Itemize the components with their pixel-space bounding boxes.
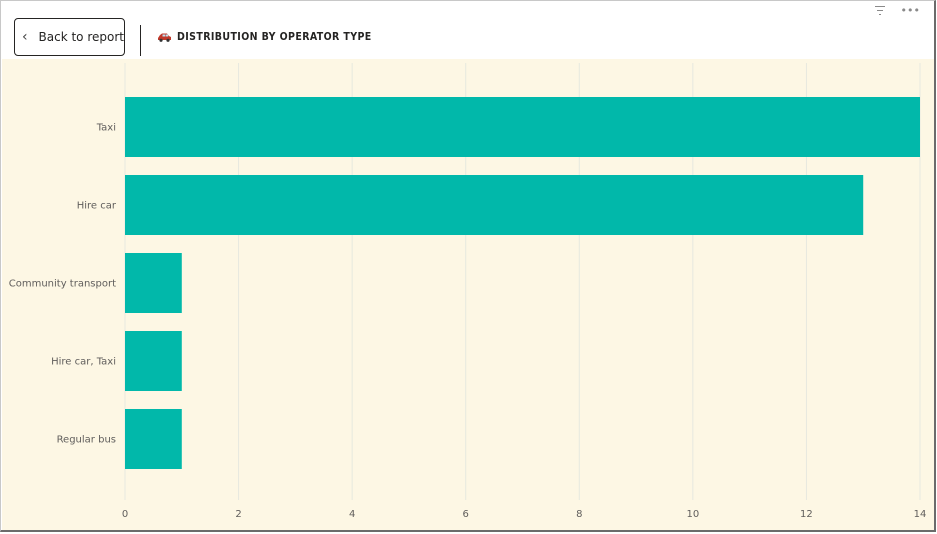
x-tick-label: 10 — [686, 509, 699, 520]
visual-header-icons: ••• — [874, 3, 920, 17]
category-label: Community transport — [9, 279, 116, 290]
x-tick-label: 8 — [576, 509, 582, 520]
bar[interactable] — [125, 97, 920, 157]
bar-chart: 0 2 4 6 8 10 12 14 Taxi Hire car Community transpo… — [9, 63, 927, 520]
filter-icon[interactable] — [874, 5, 885, 15]
more-options-icon[interactable]: ••• — [900, 3, 920, 17]
category-label: Hire car — [77, 201, 117, 212]
bar[interactable] — [125, 409, 182, 469]
category-label: Regular bus — [57, 435, 116, 446]
bar[interactable] — [125, 175, 864, 235]
x-tick-label: 12 — [800, 509, 813, 520]
chart-area: 0 2 4 6 8 10 12 14 Taxi Hire car Community transpo… — [2, 59, 934, 530]
bar[interactable] — [125, 331, 182, 391]
page-title-wrap: DISTRIBUTION BY OPERATOR TYPE — [157, 31, 372, 43]
x-tick-label: 0 — [122, 509, 128, 520]
category-label: Hire car, Taxi — [51, 357, 116, 368]
bar[interactable] — [125, 253, 182, 313]
page-title: DISTRIBUTION BY OPERATOR TYPE — [177, 31, 372, 43]
x-tick-label: 14 — [914, 509, 927, 520]
back-to-report-label: Back to report — [38, 30, 124, 44]
chevron-left-icon: ‹ — [22, 29, 28, 45]
x-tick-label: 2 — [235, 509, 241, 520]
category-label: Taxi — [96, 123, 116, 134]
back-to-report-button[interactable]: ‹ Back to report — [14, 18, 125, 56]
header-divider — [140, 25, 141, 56]
x-tick-label: 6 — [463, 509, 469, 520]
x-tick-label: 4 — [349, 509, 355, 520]
car-icon — [158, 33, 171, 42]
